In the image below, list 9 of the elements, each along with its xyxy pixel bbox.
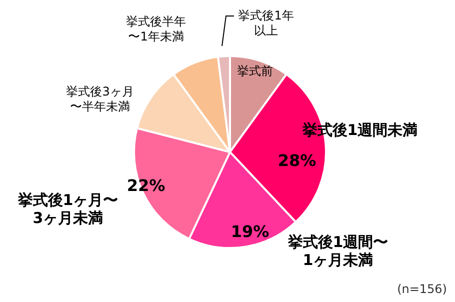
slice-label: 挙式後1年以上 bbox=[238, 8, 294, 38]
slice-label: 挙式後1ヶ月〜3ヶ月未満 bbox=[16, 190, 118, 227]
data-label: 19% bbox=[230, 222, 270, 242]
data-label: 28% bbox=[278, 151, 316, 170]
slice-label: 挙式後3ヶ月〜半年未満 bbox=[66, 84, 134, 114]
slice-label: 挙式後1週間〜1ヶ月未満 bbox=[286, 232, 388, 269]
slice-label: 挙式前 bbox=[237, 64, 273, 78]
slice-label: 挙式後半年〜1年未満 bbox=[126, 14, 186, 44]
text: (n=156) bbox=[397, 282, 447, 296]
